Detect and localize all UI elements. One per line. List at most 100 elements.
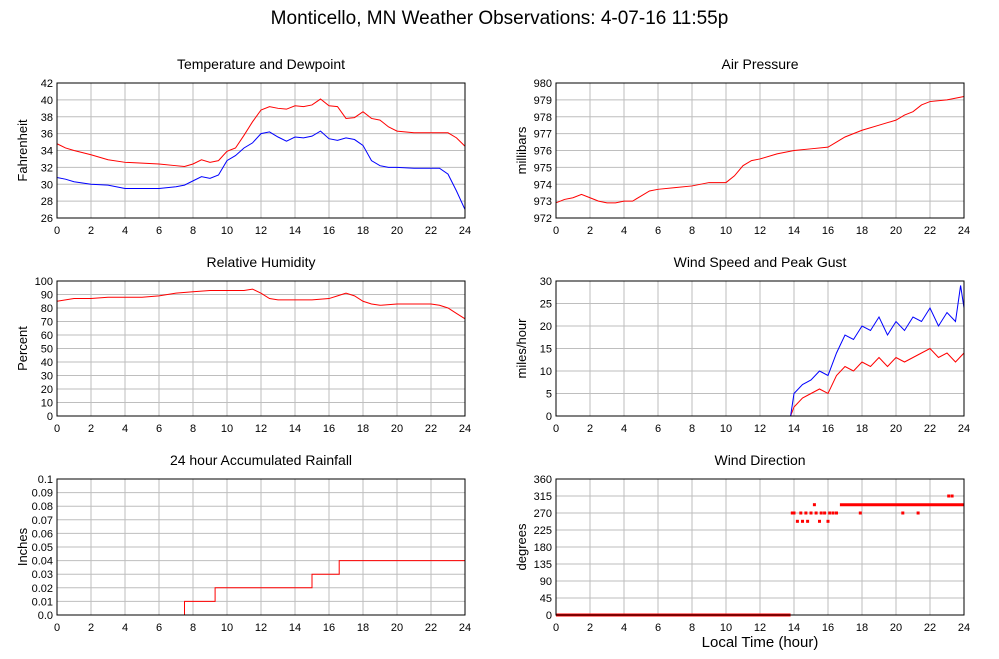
x-tick-label: 14 bbox=[788, 225, 800, 237]
y-tick-label: 40 bbox=[41, 95, 53, 107]
data-point bbox=[812, 503, 816, 507]
x-tick-label: 14 bbox=[788, 622, 800, 634]
y-axis-label: degrees bbox=[514, 523, 529, 570]
series-line-blue bbox=[556, 285, 965, 417]
y-tick-label: 977 bbox=[534, 129, 552, 141]
y-tick-label: 10 bbox=[540, 366, 552, 378]
x-tick-label: 24 bbox=[958, 423, 970, 435]
y-tick-label: 30 bbox=[41, 371, 53, 383]
y-tick-label: 0.01 bbox=[32, 596, 53, 608]
y-tick-label: 90 bbox=[41, 290, 53, 302]
x-tick-label: 2 bbox=[88, 423, 94, 435]
y-tick-label: 32 bbox=[41, 162, 53, 174]
x-tick-label: 22 bbox=[924, 622, 936, 634]
y-tick-label: 0 bbox=[546, 610, 552, 622]
y-tick-label: 34 bbox=[41, 146, 53, 158]
x-tick-label: 4 bbox=[122, 622, 128, 634]
y-tick-label: 36 bbox=[41, 129, 53, 141]
y-axis-label: millibars bbox=[514, 126, 529, 174]
x-tick-label: 8 bbox=[689, 622, 695, 634]
y-tick-label: 980 bbox=[534, 78, 552, 90]
y-tick-label: 0.09 bbox=[32, 488, 53, 500]
x-tick-label: 6 bbox=[655, 622, 661, 634]
x-tick-label: 12 bbox=[754, 423, 766, 435]
series-line-red bbox=[556, 347, 965, 417]
y-tick-label: 30 bbox=[41, 179, 53, 191]
x-tick-label: 14 bbox=[289, 622, 301, 634]
x-tick-label: 6 bbox=[156, 622, 162, 634]
data-point bbox=[831, 511, 835, 515]
x-tick-label: 0 bbox=[553, 622, 559, 634]
y-tick-label: 30 bbox=[540, 276, 552, 288]
x-tick-label: 2 bbox=[587, 622, 593, 634]
x-tick-label: 18 bbox=[357, 225, 369, 237]
y-tick-label: 975 bbox=[534, 162, 552, 174]
y-tick-label: 42 bbox=[41, 78, 53, 90]
y-tick-label: 100 bbox=[35, 276, 53, 288]
x-tick-label: 10 bbox=[221, 423, 233, 435]
chart-title: Relative Humidity bbox=[207, 254, 316, 270]
data-point bbox=[804, 511, 808, 515]
data-point bbox=[950, 494, 954, 498]
plot-frame bbox=[56, 280, 466, 417]
data-point bbox=[828, 511, 832, 515]
x-tick-label: 24 bbox=[459, 622, 471, 634]
y-tick-label: 0.05 bbox=[32, 542, 53, 554]
x-tick-label: 2 bbox=[587, 225, 593, 237]
data-point bbox=[835, 511, 838, 515]
y-tick-label: 0.0 bbox=[38, 610, 53, 622]
x-tick-label: 22 bbox=[924, 423, 936, 435]
x-tick-label: 14 bbox=[289, 423, 301, 435]
x-axis-label: Local Time (hour) bbox=[701, 634, 819, 651]
chart-title: Air Pressure bbox=[721, 56, 798, 72]
x-tick-label: 6 bbox=[655, 423, 661, 435]
y-tick-label: 90 bbox=[540, 576, 552, 588]
x-tick-label: 24 bbox=[459, 225, 471, 237]
y-tick-label: 25 bbox=[540, 299, 552, 311]
x-tick-label: 24 bbox=[958, 225, 970, 237]
x-tick-label: 8 bbox=[190, 622, 196, 634]
data-point bbox=[823, 511, 827, 515]
chart-title: Temperature and Dewpoint bbox=[177, 56, 345, 72]
x-tick-label: 12 bbox=[255, 423, 267, 435]
y-tick-label: 26 bbox=[41, 213, 53, 225]
data-point bbox=[901, 511, 905, 515]
x-tick-label: 22 bbox=[425, 423, 437, 435]
data-point bbox=[790, 511, 794, 515]
y-tick-label: 70 bbox=[41, 317, 53, 329]
x-tick-label: 8 bbox=[689, 225, 695, 237]
x-tick-label: 20 bbox=[890, 423, 902, 435]
x-tick-label: 16 bbox=[822, 622, 834, 634]
plot-frame bbox=[555, 478, 965, 616]
y-axis-label: Inches bbox=[15, 527, 30, 566]
data-point bbox=[801, 519, 804, 523]
data-point bbox=[799, 511, 803, 515]
x-tick-label: 20 bbox=[890, 225, 902, 237]
data-point bbox=[795, 519, 799, 523]
x-tick-label: 16 bbox=[822, 225, 834, 237]
y-axis-label: Percent bbox=[15, 326, 30, 371]
series-line-red bbox=[555, 96, 965, 204]
y-tick-label: 976 bbox=[534, 146, 552, 158]
x-tick-label: 10 bbox=[720, 423, 732, 435]
x-tick-label: 0 bbox=[553, 423, 559, 435]
y-tick-label: 10 bbox=[41, 398, 53, 410]
data-point bbox=[916, 511, 920, 515]
x-tick-label: 12 bbox=[255, 622, 267, 634]
x-tick-label: 12 bbox=[754, 225, 766, 237]
y-tick-label: 28 bbox=[41, 196, 53, 208]
y-axis-label: Fahrenheit bbox=[15, 119, 30, 182]
y-tick-label: 15 bbox=[540, 344, 552, 356]
x-tick-label: 20 bbox=[391, 622, 403, 634]
y-tick-label: 20 bbox=[540, 321, 552, 333]
y-tick-label: 0.07 bbox=[32, 515, 53, 527]
x-tick-label: 0 bbox=[54, 423, 60, 435]
plot-frame bbox=[555, 280, 965, 417]
data-point bbox=[792, 511, 796, 515]
y-tick-label: 979 bbox=[534, 95, 552, 107]
series-line-red bbox=[57, 560, 465, 616]
